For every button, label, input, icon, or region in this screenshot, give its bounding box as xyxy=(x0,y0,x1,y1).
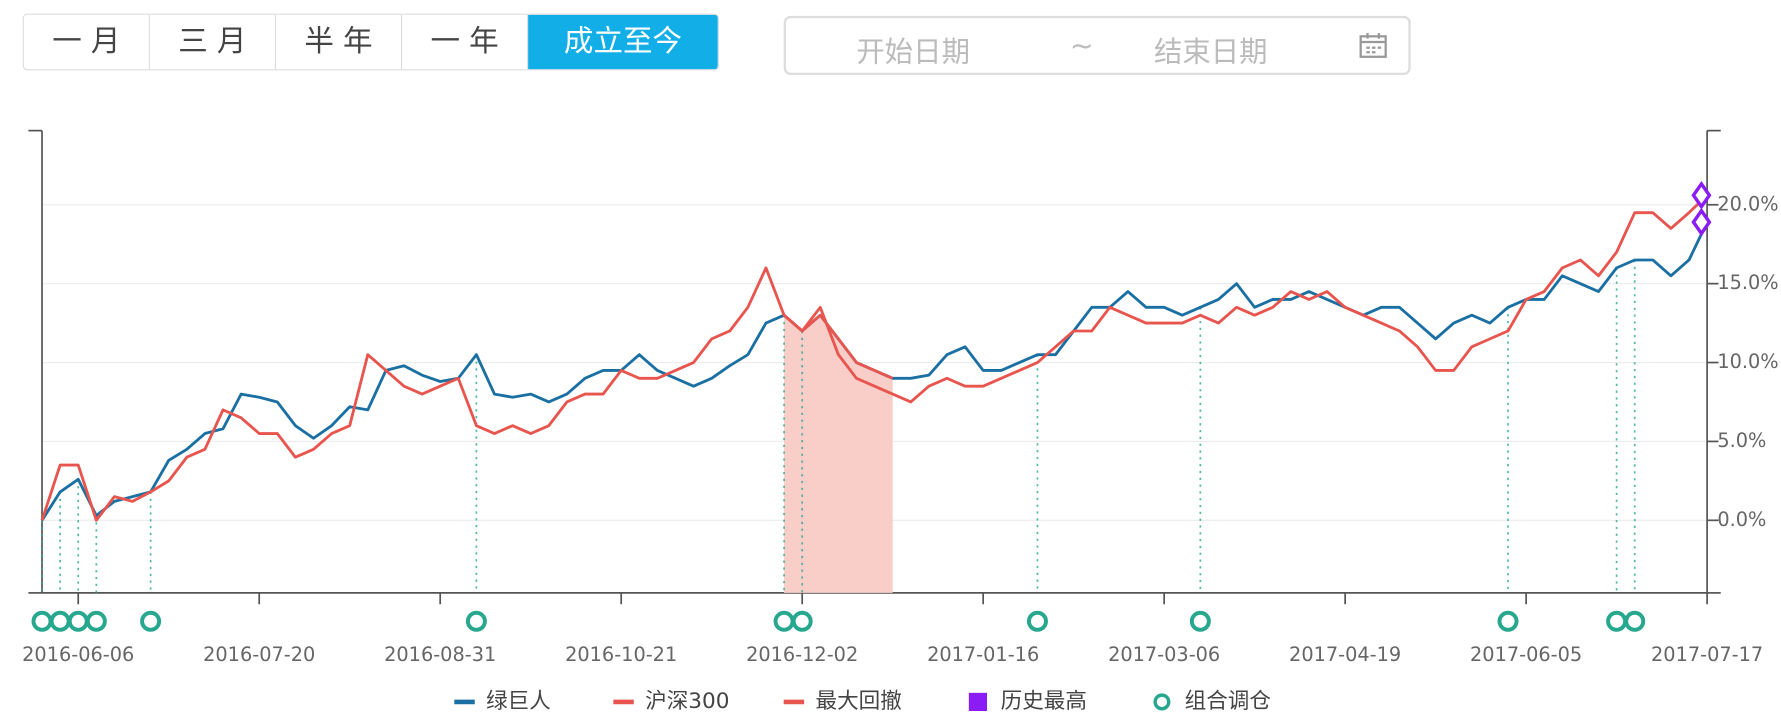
y-tick-label: 0.0% xyxy=(1717,508,1766,531)
x-tick-label: 2017-06-05 xyxy=(1470,643,1582,666)
rebalance-marker xyxy=(773,610,795,632)
date-range[interactable]: 开始日期 ~ 结束日期 xyxy=(783,15,1411,75)
separator: ~ xyxy=(1069,29,1094,63)
legend-label: 绿巨人 xyxy=(486,689,551,714)
period-button[interactable]: 成立至今 xyxy=(528,14,718,70)
rebalance-marker xyxy=(140,610,162,632)
legend-swatch xyxy=(1153,693,1171,711)
period-button[interactable]: 一年 xyxy=(402,14,529,70)
end-date[interactable]: 结束日期 xyxy=(1153,35,1268,69)
y-tick-label: 20.0% xyxy=(1717,192,1778,215)
series-line xyxy=(40,194,1709,522)
start-date[interactable]: 开始日期 xyxy=(856,35,970,69)
drawdown-line xyxy=(783,313,894,380)
y-tick-label: 5.0% xyxy=(1717,429,1766,452)
rebalance-marker xyxy=(1026,610,1048,632)
legend-label: 历史最高 xyxy=(1001,689,1087,714)
rebalance-marker xyxy=(465,610,487,632)
legend-label: 组合调仓 xyxy=(1185,689,1271,714)
legend-label: 沪深300 xyxy=(645,689,729,714)
high-marker xyxy=(1691,180,1712,210)
x-tick-label: 2017-04-19 xyxy=(1289,643,1401,666)
rebalance-marker xyxy=(85,610,107,632)
x-tick-label: 2016-08-31 xyxy=(384,643,496,666)
x-tick-label: 2016-07-20 xyxy=(203,643,315,666)
x-tick-label: 2016-12-02 xyxy=(746,643,858,666)
high-marker xyxy=(1691,207,1712,237)
rebalance-marker xyxy=(31,610,53,632)
legend-swatch xyxy=(968,692,988,712)
period-button[interactable]: 半年 xyxy=(276,14,403,70)
period-buttons: 一月 三月 半年 一年 成立至今 xyxy=(22,13,719,71)
drawdown-area xyxy=(784,315,893,593)
x-tick-label: 2016-06-06 xyxy=(22,643,134,666)
period-button[interactable]: 一月 xyxy=(24,14,150,70)
y-tick-label: 15.0% xyxy=(1717,271,1778,294)
period-button[interactable]: 三月 xyxy=(150,14,276,70)
rebalance-marker xyxy=(791,610,813,632)
rebalance-marker xyxy=(1624,610,1646,632)
y-tick-label: 10.0% xyxy=(1717,350,1778,373)
rebalance-marker xyxy=(1497,610,1519,632)
rebalance-marker xyxy=(1606,610,1628,632)
legend-label: 最大回撤 xyxy=(816,689,902,714)
x-tick-label: 2017-03-06 xyxy=(1108,643,1220,666)
x-tick-label: 2016-10-21 xyxy=(565,643,677,666)
rebalance-marker xyxy=(49,610,71,632)
x-tick-label: 2017-01-16 xyxy=(927,643,1039,666)
x-tick-label: 2017-07-17 xyxy=(1651,643,1763,666)
rebalance-marker xyxy=(67,610,89,632)
rebalance-marker xyxy=(1189,610,1211,632)
calendar-icon[interactable] xyxy=(1358,32,1388,59)
